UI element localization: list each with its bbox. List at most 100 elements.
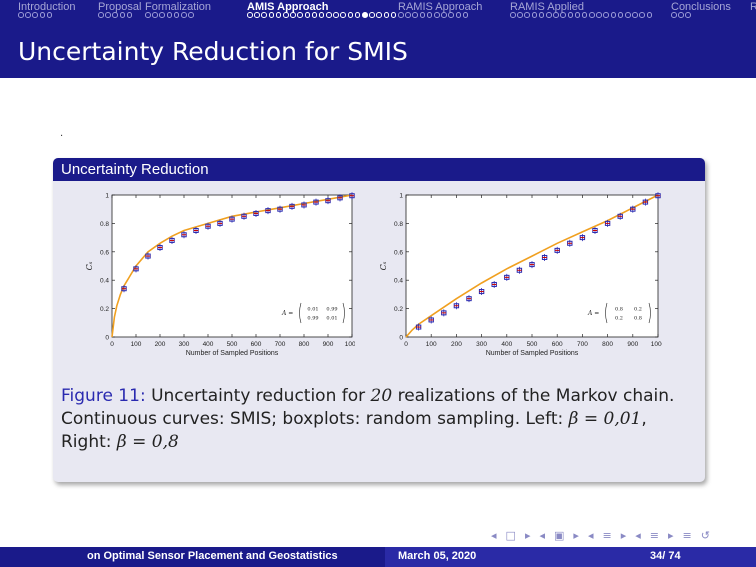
nav-slide-dot[interactable] xyxy=(589,12,595,18)
nav-right-arrow-icon[interactable]: ▸ xyxy=(620,528,627,542)
nav-slide-dot[interactable] xyxy=(617,12,624,18)
nav-slide-dot[interactable] xyxy=(426,12,433,18)
nav-slide-dot[interactable] xyxy=(625,12,631,18)
nav-slide-dot[interactable] xyxy=(282,12,289,18)
nav-slide-dot[interactable] xyxy=(39,12,46,18)
nav-slide-dot[interactable] xyxy=(455,12,462,18)
frame-icon[interactable]: □ xyxy=(505,528,516,542)
nav-slide-dot[interactable] xyxy=(254,12,260,18)
nav-slide-dot[interactable] xyxy=(517,12,523,18)
nav-slide-dot[interactable] xyxy=(398,12,404,18)
nav-slide-dot[interactable] xyxy=(145,12,151,18)
nav-slide-dot[interactable] xyxy=(524,12,530,18)
nav-left-arrow-icon[interactable]: ◂ xyxy=(635,528,641,542)
nav-section-proposal[interactable]: Proposal xyxy=(98,1,142,13)
nav-slide-dot[interactable] xyxy=(98,12,104,18)
nav-slide-dot[interactable] xyxy=(318,12,325,18)
nav-slide-dot[interactable] xyxy=(567,12,574,18)
nav-slide-dot[interactable] xyxy=(448,12,454,18)
matrix-bracket-right xyxy=(342,302,345,324)
nav-slide-dot[interactable] xyxy=(639,12,645,18)
nav-slide-dot[interactable] xyxy=(433,12,440,18)
subsection-icon[interactable]: ▣ xyxy=(554,528,565,542)
nav-slide-dot[interactable] xyxy=(173,12,180,18)
nav-slide-dot[interactable] xyxy=(159,12,165,18)
nav-slide-dot[interactable] xyxy=(304,12,311,18)
nav-slide-dot[interactable] xyxy=(678,12,684,18)
nav-slide-dot[interactable] xyxy=(383,12,390,18)
matrix-cell: 0.99 xyxy=(307,316,318,322)
nav-slide-dot[interactable] xyxy=(180,12,187,18)
nav-slide-dot[interactable] xyxy=(268,12,275,18)
nav-slide-dot[interactable] xyxy=(419,12,426,18)
nav-slide-dot[interactable] xyxy=(376,12,382,18)
nav-slide-dot[interactable] xyxy=(596,12,602,18)
nav-slide-dot[interactable] xyxy=(462,12,469,18)
nav-slide-dot[interactable] xyxy=(261,12,267,18)
search-back-icon[interactable]: ↺ xyxy=(700,528,710,542)
nav-right-arrow-icon[interactable]: ▸ xyxy=(573,528,579,542)
nav-slide-dot[interactable] xyxy=(685,12,691,18)
nav-slide-dot[interactable] xyxy=(510,12,516,18)
nav-right-arrow-icon[interactable]: ▸ xyxy=(667,528,674,542)
nav-slide-dot[interactable] xyxy=(311,12,318,18)
nav-slide-dot[interactable] xyxy=(671,12,677,18)
nav-slide-dot[interactable] xyxy=(188,12,194,18)
x-tick-label: 500 xyxy=(527,341,538,348)
nav-slide-dot[interactable] xyxy=(560,12,566,18)
nav-slide-dot[interactable] xyxy=(405,12,411,18)
nav-slide-dots xyxy=(18,12,53,20)
nav-slide-dot[interactable] xyxy=(32,12,38,18)
nav-slide-dot[interactable] xyxy=(354,12,361,18)
nav-slide-dot[interactable] xyxy=(610,12,617,18)
nav-slide-dot[interactable] xyxy=(166,12,173,18)
nav-section-r[interactable]: R xyxy=(750,1,756,13)
nav-slide-dot[interactable] xyxy=(538,12,545,18)
nav-slide-dot[interactable] xyxy=(119,12,126,18)
presentation-icon[interactable]: ≡ xyxy=(649,528,659,542)
nav-slide-dot[interactable] xyxy=(347,12,354,18)
nav-section-amis-approach[interactable]: AMIS Approach xyxy=(247,1,329,13)
nav-slide-dot[interactable] xyxy=(333,12,339,18)
align-icon[interactable]: ≡ xyxy=(682,528,692,542)
nav-slide-dot[interactable] xyxy=(362,12,368,18)
nav-slide-dot[interactable] xyxy=(581,12,588,18)
nav-slide-dot[interactable] xyxy=(412,12,418,18)
nav-slide-dot[interactable] xyxy=(25,12,31,18)
nav-slide-dot[interactable] xyxy=(275,12,282,18)
nav-slide-dot[interactable] xyxy=(152,12,158,18)
nav-right-arrow-icon[interactable]: ▸ xyxy=(524,528,531,542)
section-icon[interactable]: ≡ xyxy=(602,528,612,542)
nav-section-introduction[interactable]: Introduction xyxy=(18,1,76,13)
nav-slide-dot[interactable] xyxy=(441,12,447,18)
nav-slide-dot[interactable] xyxy=(646,12,653,18)
nav-slide-dot[interactable] xyxy=(105,12,111,18)
nav-section-conclusions[interactable]: Conclusions xyxy=(671,1,731,13)
nav-slide-dot[interactable] xyxy=(18,12,24,18)
nav-slide-dot[interactable] xyxy=(553,12,559,18)
nav-section-formalization[interactable]: Formalization xyxy=(145,1,212,13)
nav-slide-dot[interactable] xyxy=(545,12,552,18)
nav-slide-dot[interactable] xyxy=(531,12,538,18)
nav-slide-dot[interactable] xyxy=(326,12,332,18)
nav-slide-dot[interactable] xyxy=(126,12,133,18)
nav-slide-dot[interactable] xyxy=(369,12,375,18)
nav-slide-dot[interactable] xyxy=(290,12,296,18)
nav-slide-dot[interactable] xyxy=(340,12,347,18)
nav-slide-dot[interactable] xyxy=(574,12,581,18)
nav-slide-dot[interactable] xyxy=(603,12,610,18)
nav-section-ramis-applied[interactable]: RAMIS Applied xyxy=(510,1,584,13)
nav-slide-dot[interactable] xyxy=(390,12,397,18)
nav-slide-dot[interactable] xyxy=(46,12,53,18)
beamer-navigation-symbols[interactable]: ◂ □ ▸ ◂ ▣ ▸ ◂ ≡ ▸ ◂ ≡ ▸ ≡ ↺ xyxy=(491,527,710,543)
nav-left-arrow-icon[interactable]: ◂ xyxy=(587,528,594,542)
block-title: Uncertainty Reduction xyxy=(53,158,705,181)
nav-slide-dot[interactable] xyxy=(247,12,253,18)
y-tick-label: 0.2 xyxy=(394,306,403,313)
nav-slide-dot[interactable] xyxy=(632,12,638,18)
nav-left-arrow-icon[interactable]: ◂ xyxy=(539,528,545,542)
nav-section-ramis-approach[interactable]: RAMIS Approach xyxy=(398,1,483,13)
nav-slide-dot[interactable] xyxy=(297,12,303,18)
nav-left-arrow-icon[interactable]: ◂ xyxy=(491,528,497,542)
nav-slide-dot[interactable] xyxy=(112,12,118,18)
